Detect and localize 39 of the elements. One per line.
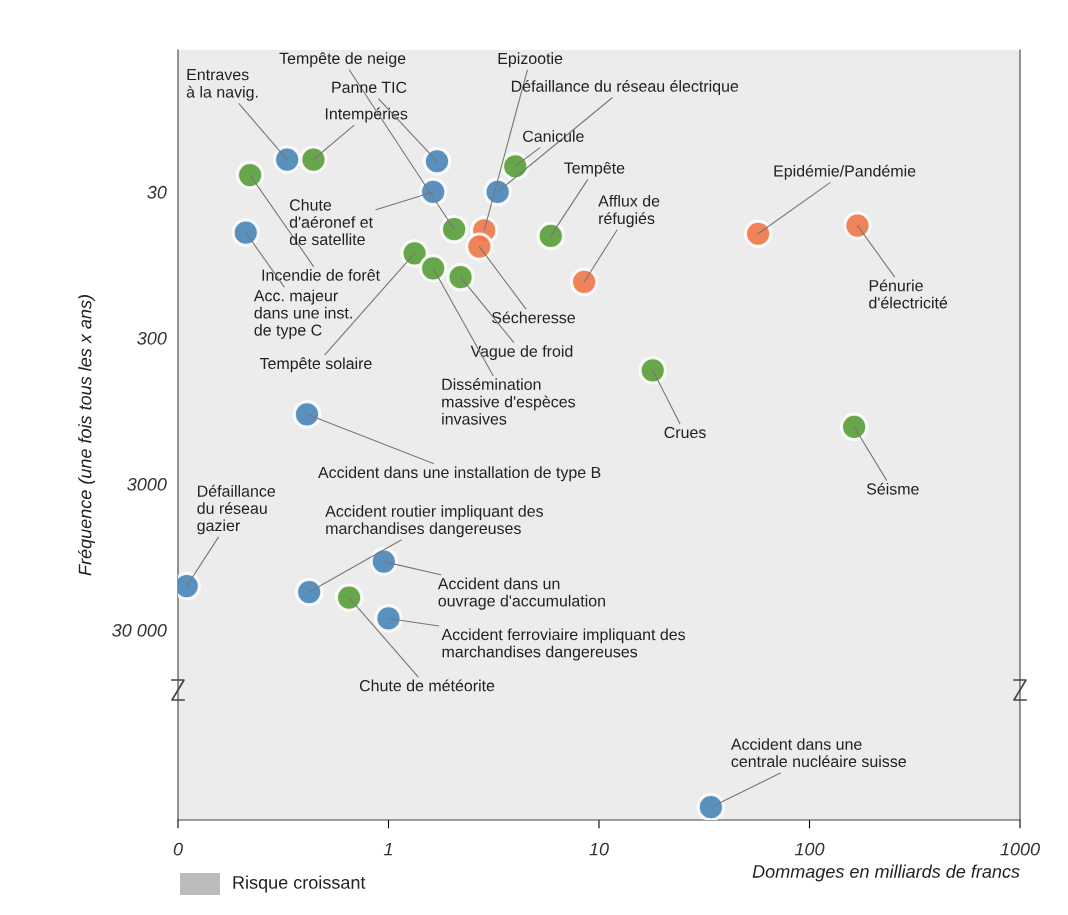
annotation: Tempête: [564, 161, 625, 177]
annotation: Accident dans une installation de type B: [318, 466, 601, 482]
annotation: Panne TIC: [332, 81, 407, 94]
x-axis-title: Dommages en milliards de francs: [752, 864, 1020, 882]
annotation: Epidémie/Pandémie: [774, 164, 916, 180]
annotation: Acc. majeur dans une inst. de type C: [253, 289, 352, 339]
annotation: Pénurie d'électricité: [869, 279, 948, 309]
annotation: Chute d'aéronef et de satellite: [289, 198, 373, 246]
y-axis-title: Fréquence (une fois tous les x ans): [77, 295, 95, 576]
annotation: Accident dans une centrale nucléaire suisse: [730, 738, 906, 768]
y-tick-label: 3000: [127, 477, 167, 491]
text: Risque croissant: [233, 875, 366, 893]
x-tick-label: 1000: [1000, 842, 1040, 856]
annotation: Accident ferroviaire impliquant des marchandises dangereuses: [441, 628, 686, 661]
annotation: Séisme: [866, 482, 919, 495]
x-tick-label: 1: [383, 842, 392, 856]
annotation: Défaillance du réseau électrique: [511, 79, 739, 96]
annotation: Sécheresse: [492, 311, 575, 324]
annotation: Tempête de neige: [279, 52, 406, 68]
annotation: Défaillance du réseau gazier: [197, 484, 276, 535]
y-tick-label: 30 000: [112, 623, 167, 637]
annotation: Accident routier impliquant des marchandises dangereuses: [325, 505, 544, 538]
annotation: Tempête solaire: [259, 357, 372, 373]
annotation: Accident dans un ouvrage d'accumulation: [437, 577, 605, 610]
annotation: Entraves à la navig.: [186, 69, 258, 101]
annotation: Canicule: [523, 130, 584, 142]
annotation: Vague de froid: [470, 345, 573, 361]
annotation: Chute de météorite: [359, 679, 495, 692]
y-tick-label: 300: [137, 331, 167, 345]
annotation: Intempéries: [325, 107, 408, 123]
annotation: Crues: [664, 426, 706, 439]
annotation: Dissémination massive d'espèces invasives: [442, 378, 576, 425]
x-tick-label: 10: [589, 842, 609, 856]
x-tick-label: 100: [794, 842, 825, 856]
x-tick-label: 0: [173, 842, 183, 856]
y-tick-label: 30: [147, 185, 167, 199]
annotation: Afflux de réfugiés: [598, 194, 660, 228]
annotation: Incendie de forêt: [262, 269, 380, 281]
annotation: Epizootie: [498, 52, 563, 68]
